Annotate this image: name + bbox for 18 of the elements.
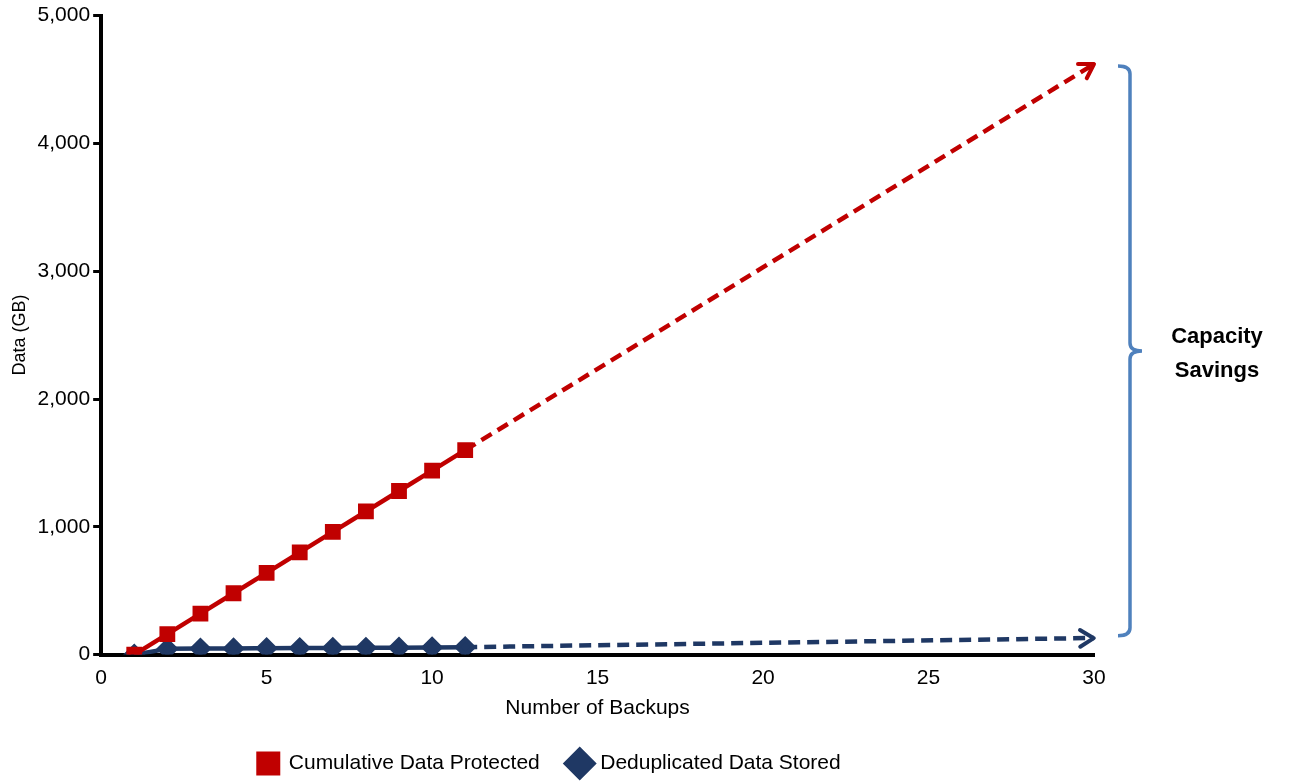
y-tick-label: 4,000 xyxy=(37,130,91,154)
text: Capacity Savings xyxy=(1170,322,1264,385)
x-tick-label: 15 xyxy=(585,665,610,688)
legend-label: Deduplicated Data Stored xyxy=(600,750,841,774)
legend-label: Cumulative Data Protected xyxy=(288,750,540,774)
y-tick-label: 0 xyxy=(78,641,91,665)
x-tick-label: 20 xyxy=(751,665,775,688)
x-tick-label: 10 xyxy=(420,665,444,688)
x-axis-title: Number of Backups xyxy=(505,695,690,719)
y-tick-label: 3,000 xyxy=(37,258,91,281)
y-tick-label: 2,000 xyxy=(37,385,91,409)
y-tick-label: 5,000 xyxy=(37,2,91,26)
y-tick-label: 1,000 xyxy=(37,513,91,537)
x-tick-label: 0 xyxy=(95,665,107,688)
x-tick-label: 30 xyxy=(1082,665,1106,688)
y-axis-title: Data (GB) xyxy=(8,294,29,376)
x-tick-label: 25 xyxy=(916,665,941,688)
x-tick-label: 5 xyxy=(260,665,273,688)
